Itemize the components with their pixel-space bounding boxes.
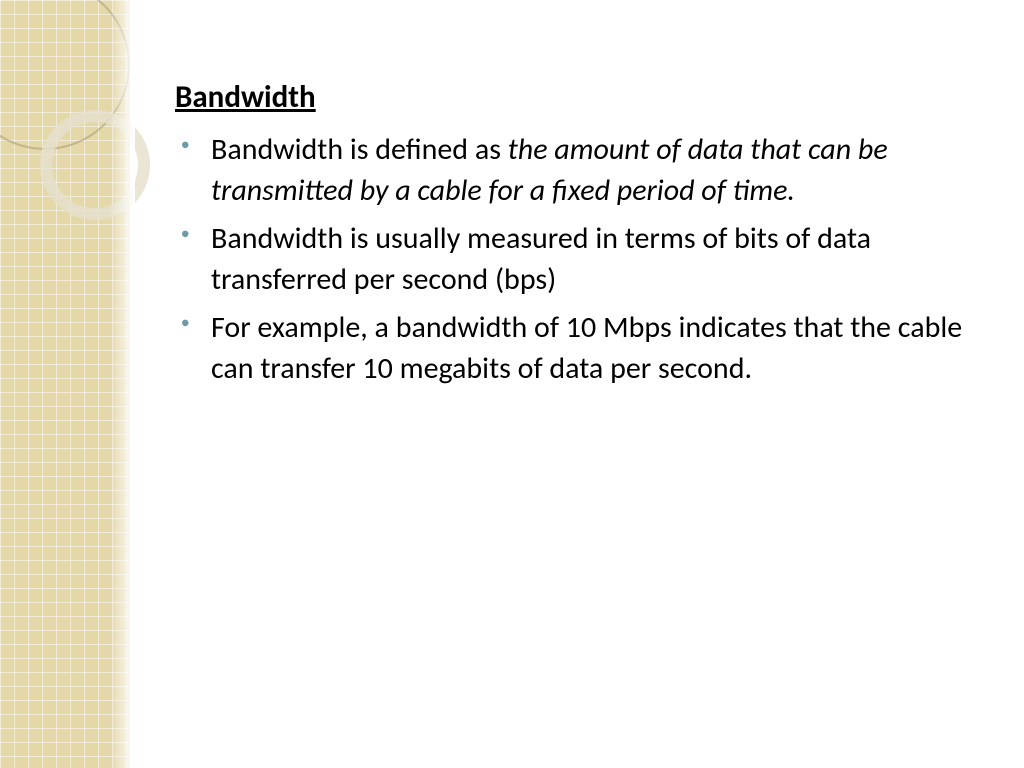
slide-content: Bandwidth Bandwidth is defined as the am…	[175, 78, 975, 397]
slide-title: Bandwidth	[175, 78, 975, 116]
bullet-list: Bandwidth is defined as the amount of da…	[175, 130, 975, 389]
bullet-lead: Bandwidth is defined as	[211, 131, 508, 168]
list-item: Bandwidth is defined as the amount of da…	[175, 130, 975, 211]
list-item: Bandwidth is usually measured in terms o…	[175, 219, 975, 300]
bullet-lead: Bandwidth is usually measured in terms o…	[211, 220, 871, 298]
list-item: For example, a bandwidth of 10 Mbps indi…	[175, 308, 975, 389]
sidebar-fade	[110, 0, 135, 768]
bullet-lead: For example, a bandwidth of 10 Mbps indi…	[211, 309, 962, 387]
